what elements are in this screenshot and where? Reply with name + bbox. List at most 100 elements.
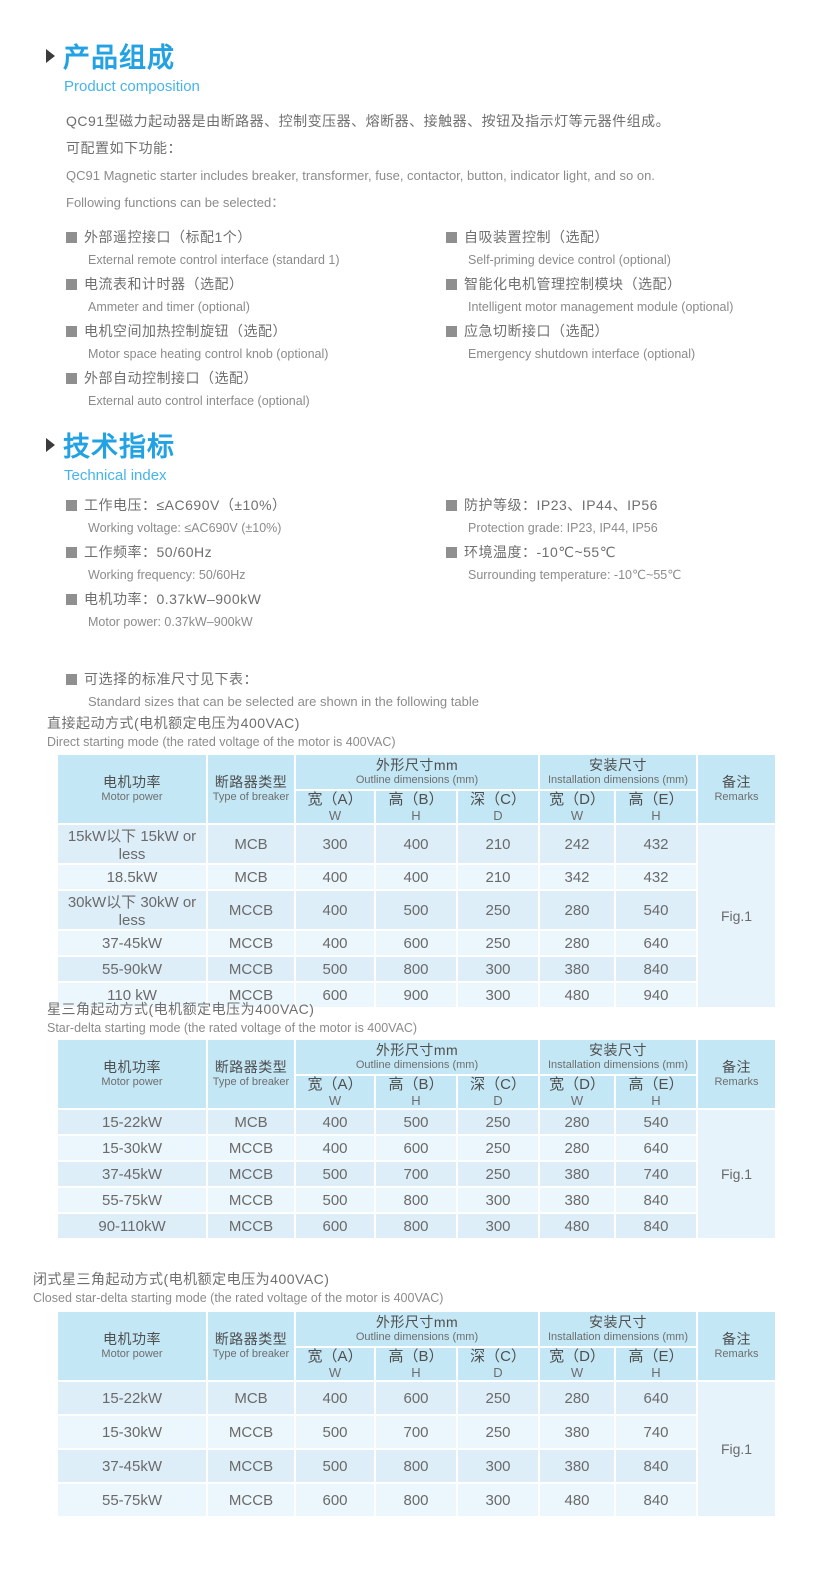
cell-dimension: 380 xyxy=(538,1414,616,1450)
cell-dimension: 242 xyxy=(538,823,616,865)
header-motor-power: 电机功率 Motor power xyxy=(56,1038,208,1110)
cell-dimension: 840 xyxy=(614,1482,698,1518)
feature-item-cn: 智能化电机管理控制模块（选配） xyxy=(446,272,806,296)
feature-item-en: Emergency shutdown interface (optional) xyxy=(468,347,696,361)
header-row-groups: 电机功率 Motor power 断路器类型 Type of breaker 外形尺寸m… xyxy=(56,1038,777,1110)
square-bullet-icon xyxy=(446,326,457,337)
intro-line: Following functions can be selected： xyxy=(66,195,285,210)
spec-item-en: Motor power: 0.37kW–900kW xyxy=(88,615,253,629)
cell-dimension: 280 xyxy=(538,929,616,957)
table-2-caption-cn: 星三角起动方式(电机额定电压为400VAC) xyxy=(47,1001,315,1017)
cell-motor-power: 15kW以下 15kW or less xyxy=(56,823,208,865)
cell-dimension: 900 xyxy=(374,981,458,1009)
table-row: 15kW以下 15kW or less MCB 300 400 210 242 432 Fig… xyxy=(56,823,777,1009)
spec-grid: 工作电压：≤AC690V（±10%） Working voltage: ≤AC69… xyxy=(66,493,806,634)
spec-item: 工作频率：50/60Hz Working frequency: 50/60Hz xyxy=(66,540,446,586)
cell-breaker-type: MCCB xyxy=(206,1448,296,1484)
spec-item-cn-text: 电机功率：0.37kW–900kW xyxy=(84,591,262,607)
cell-dimension: 250 xyxy=(456,929,540,957)
feature-item: 外部遥控接口（标配1个） External remote control inte… xyxy=(66,225,446,271)
table-2-caption: 星三角起动方式(电机额定电压为400VAC) Star-delta starti… xyxy=(47,1000,417,1037)
spec-item: 工作电压：≤AC690V（±10%） Working voltage: ≤AC69… xyxy=(66,493,446,539)
table-1-direct-starting: 电机功率 Motor power 断路器类型 Type of breaker 外形尺寸m… xyxy=(56,753,777,1009)
cell-motor-power: 55-75kW xyxy=(56,1482,208,1518)
cell-dimension: 500 xyxy=(294,1414,376,1450)
spec-item-en: Working frequency: 50/60Hz xyxy=(88,568,246,582)
section-heading: 产品组成 xyxy=(46,36,806,75)
table-row: 37-45kW MCCB 400 600 250 280 640 xyxy=(56,929,776,957)
cell-dimension: 740 xyxy=(614,1414,698,1450)
cell-dimension: 840 xyxy=(614,1212,698,1240)
header-subcolumn: 高（E） H xyxy=(614,1346,698,1382)
header-subcolumn: 宽（A） W xyxy=(294,1346,376,1382)
cell-dimension: 640 xyxy=(614,929,698,957)
header-row-subcolumns: 宽（A） W 高（B） H 深（C） D 宽（D） W 高（E） H xyxy=(57,1346,776,1382)
cell-dimension: 342 xyxy=(538,863,616,891)
section-arrow-icon xyxy=(46,48,55,63)
cell-dimension: 250 xyxy=(456,1108,540,1136)
table-3-caption: 闭式星三角起动方式(电机额定电压为400VAC) Closed star-del… xyxy=(33,1270,443,1307)
section-heading: 技术指标 xyxy=(46,425,806,464)
feature-item: 外部自动控制接口（选配） External auto control interf… xyxy=(66,366,446,412)
feature-item-cn-text: 智能化电机管理控制模块（选配） xyxy=(464,276,682,292)
cell-dimension: 840 xyxy=(614,1448,698,1484)
cell-dimension: 400 xyxy=(374,823,458,865)
feature-item-cn: 自吸装置控制（选配） xyxy=(446,225,806,249)
header-breaker-type: 断路器类型 Type of breaker xyxy=(206,753,296,825)
table-2-caption-en: Star-delta starting mode (the rated volt… xyxy=(47,1021,418,1035)
cell-dimension: 640 xyxy=(614,1134,698,1162)
cell-breaker-type: MCCB xyxy=(206,1186,296,1214)
spec-table: 电机功率 Motor power 断路器类型 Type of breaker 外形尺寸m… xyxy=(56,753,777,1009)
cell-dimension: 250 xyxy=(456,1134,540,1162)
section-title-cn: 产品组成 xyxy=(63,43,175,73)
header-outline-dimensions: 外形尺寸mm Outline dimensions (mm) xyxy=(294,753,540,791)
feature-item-cn-text: 自吸装置控制（选配） xyxy=(464,229,609,245)
spec-table-head: 电机功率 Motor power 断路器类型 Type of breaker 外形尺寸m… xyxy=(56,1310,777,1382)
cell-dimension: 280 xyxy=(538,1134,616,1162)
cell-dimension: 250 xyxy=(456,1160,540,1188)
feature-item-cn: 应急切断接口（选配） xyxy=(446,319,806,343)
size-note-cn: 可选择的标准尺寸见下表： xyxy=(66,668,479,691)
header-subcolumn: 深（C） D xyxy=(456,1074,540,1110)
feature-item-en: Self-priming device control (optional) xyxy=(468,253,671,267)
cell-motor-power: 15-30kW xyxy=(56,1134,208,1162)
header-subcolumn: 高（B） H xyxy=(374,789,458,825)
header-row-groups: 电机功率 Motor power 断路器类型 Type of breaker 外形尺寸m… xyxy=(56,1310,777,1382)
cell-dimension: 640 xyxy=(614,1380,698,1416)
table-row: 15-22kW MCB 400 600 250 280 640 Fig.1 xyxy=(56,1380,777,1518)
section-technical-index: 技术指标 Technical index 工作电压：≤AC690V（±10%） W… xyxy=(46,425,806,634)
square-bullet-icon xyxy=(66,547,77,558)
feature-item: 电机空间加热控制旋钮（选配） Motor space heating contro… xyxy=(66,319,446,365)
cell-dimension: 600 xyxy=(374,929,458,957)
section-title-cn: 技术指标 xyxy=(63,432,175,462)
cell-dimension: 540 xyxy=(614,889,698,931)
cell-motor-power: 15-22kW xyxy=(56,1108,208,1136)
cell-dimension: 300 xyxy=(456,1212,540,1240)
cell-breaker-type: MCCB xyxy=(206,889,296,931)
cell-dimension: 800 xyxy=(374,1482,458,1518)
cell-motor-power: 37-45kW xyxy=(56,929,208,957)
cell-remark: Fig.1 xyxy=(696,1380,777,1518)
size-note-en: Standard sizes that can be selected are … xyxy=(88,694,479,709)
header-installation-dimensions: 安装尺寸 Installation dimensions (mm) xyxy=(538,1310,698,1348)
cell-breaker-type: MCCB xyxy=(206,1212,296,1240)
cell-dimension: 400 xyxy=(374,863,458,891)
header-subcolumn: 深（C） D xyxy=(456,789,540,825)
table-row: 55-90kW MCCB 500 800 300 380 840 xyxy=(56,955,776,983)
spec-table-body: 15-22kW MCB 400 600 250 280 640 Fig.1 15-30kW MCC… xyxy=(56,1380,777,1518)
cell-dimension: 400 xyxy=(294,863,376,891)
cell-dimension: 840 xyxy=(614,1186,698,1214)
cell-breaker-type: MCCB xyxy=(206,1414,296,1450)
cell-dimension: 250 xyxy=(456,1380,540,1416)
cell-dimension: 480 xyxy=(538,1482,616,1518)
cell-dimension: 432 xyxy=(614,863,698,891)
feature-item-cn-text: 外部自动控制接口（选配） xyxy=(84,370,258,386)
cell-dimension: 400 xyxy=(294,1380,376,1416)
spec-item-cn: 防护等级：IP23、IP44、IP56 xyxy=(446,493,806,517)
feature-item: 智能化电机管理控制模块（选配） Intelligent motor managem… xyxy=(446,272,806,318)
header-breaker-type: 断路器类型 Type of breaker xyxy=(206,1310,296,1382)
cell-motor-power: 37-45kW xyxy=(56,1160,208,1188)
cell-motor-power: 30kW以下 30kW or less xyxy=(56,889,208,931)
cell-dimension: 700 xyxy=(374,1414,458,1450)
